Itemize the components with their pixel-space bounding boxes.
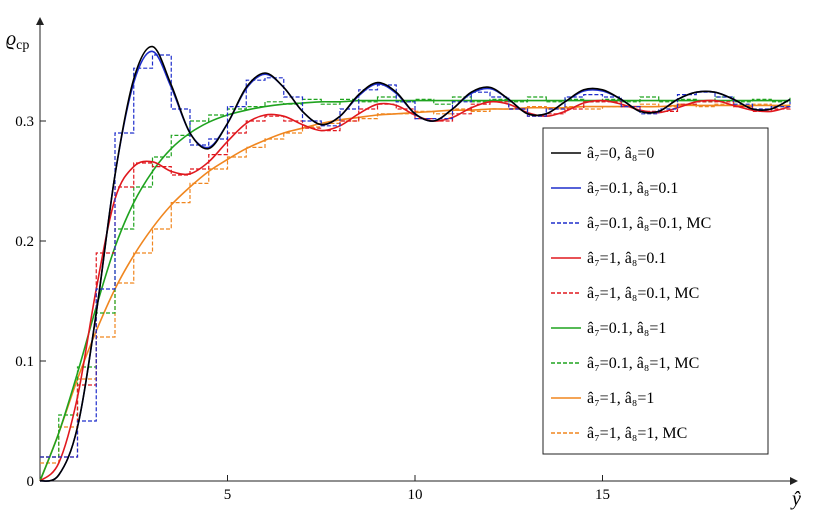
x-tick-label: 15 xyxy=(595,487,610,503)
legend-label: â₇=0.1, â₈=1, MC xyxy=(587,355,699,372)
x-tick-label: 10 xyxy=(408,487,423,503)
y-tick-label: 0.1 xyxy=(15,354,34,370)
x-axis-arrow xyxy=(790,477,798,485)
x-tick-label: 5 xyxy=(224,487,232,503)
legend-label: â₇=0, â₈=0 xyxy=(587,145,654,162)
series-line xyxy=(40,54,791,458)
legend-label: â₇=0.1, â₈=0.1 xyxy=(587,180,678,197)
legend-label: â₇=1, â₈=0.1 xyxy=(587,250,666,267)
legend-label: â₇=0.1, â₈=0.1, MC xyxy=(587,215,711,232)
y-tick-label: 0.3 xyxy=(15,114,34,130)
legend-label: â₇=1, â₈=1 xyxy=(587,390,654,407)
legend-label: â₇=0.1, â₈=1 xyxy=(587,320,666,337)
legend: â₇=0, â₈=0 â₇=0.1, â₈=0.1 â₇=0.1, â₈=0.1, … xyxy=(542,127,769,455)
series-group xyxy=(39,45,791,482)
legend-label: â₇=1, â₈=0.1, MC xyxy=(587,285,699,302)
series-line xyxy=(40,96,791,458)
y-axis-arrow xyxy=(36,17,44,25)
series-line xyxy=(39,99,790,482)
series-line xyxy=(39,99,791,482)
series-line xyxy=(39,45,791,482)
y-tick-label: 0 xyxy=(27,474,35,490)
legend-items: â₇=0, â₈=0 â₇=0.1, â₈=0.1 â₇=0.1, â₈=0.1, … xyxy=(551,145,711,442)
x-axis-label: ŷ xyxy=(790,488,801,510)
ticks: 5 10 15 0 0.1 0.2 0.3 xyxy=(15,114,610,503)
y-axis-label: ϱcp xyxy=(6,28,29,53)
legend-label: â₇=1, â₈=1, MC xyxy=(587,425,687,442)
y-tick-label: 0.2 xyxy=(15,234,34,250)
legend-box xyxy=(542,127,769,455)
